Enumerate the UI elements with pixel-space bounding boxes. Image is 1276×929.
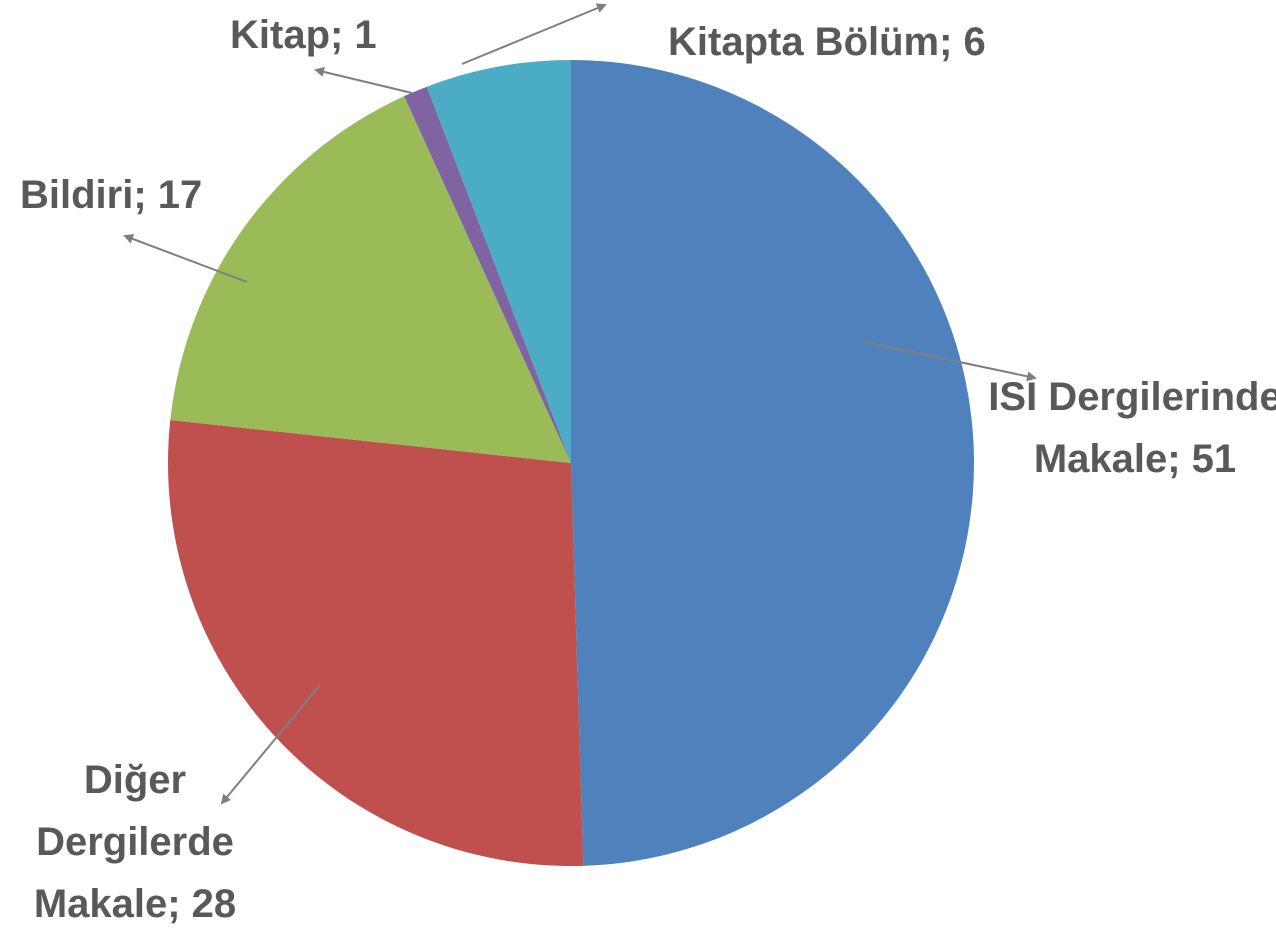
leader-line [864,341,1037,382]
leader-lines [123,3,1037,805]
pie-slice [167,420,584,867]
leader-line [123,234,248,283]
data-label: ISI Dergilerinde Makale; 51 [988,375,1276,481]
leader-line [220,684,321,805]
data-label: Bildiri; 17 [20,173,203,217]
pie-slice [404,86,571,463]
pie-slice [571,60,975,866]
pie-slice [426,60,571,463]
data-label: Diğer Dergilerde Makale; 28 [33,758,237,926]
data-label: Kitap; 1 [230,13,377,57]
leader-line [461,3,607,65]
data-label: Kitapta Bölüm; 6 [668,20,986,64]
pie-slice [170,96,571,463]
leader-line [314,67,413,94]
slices [167,60,975,867]
